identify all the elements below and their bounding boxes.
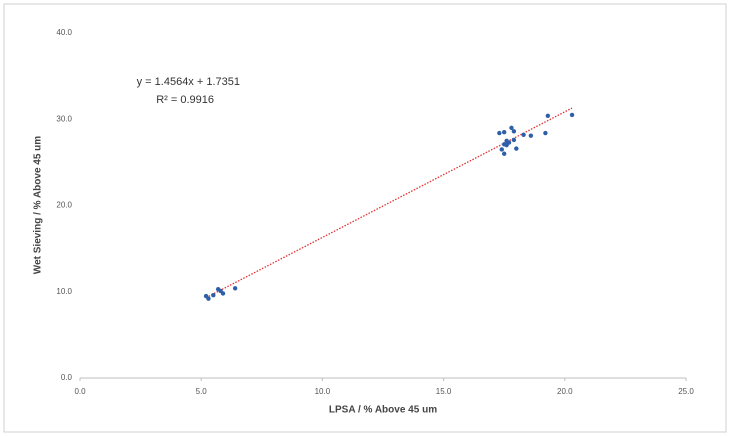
x-tick-label: 25.0 (678, 387, 694, 396)
trendline-r-squared: R² = 0.9916 (156, 94, 214, 106)
trendline-equation: y = 1.4564x + 1.7351 (137, 76, 240, 88)
y-tick-label: 10.0 (56, 287, 72, 296)
point (511, 129, 517, 134)
point (206, 296, 211, 301)
point (497, 130, 502, 136)
y-tick-label: 20.0 (56, 201, 72, 210)
y-tick-label: 0.0 (61, 373, 73, 382)
x-axis-title: LPSA / % Above 45 um (329, 405, 437, 416)
point (514, 146, 519, 151)
point (545, 113, 551, 119)
point (499, 147, 504, 152)
point (220, 291, 226, 296)
point (502, 129, 507, 135)
point (543, 130, 548, 136)
x-tick-label: 10.0 (315, 387, 331, 396)
point (511, 137, 517, 143)
x-tick-label: 5.0 (196, 387, 208, 396)
point (232, 286, 238, 291)
point (521, 132, 526, 137)
point (528, 133, 534, 138)
point (211, 293, 216, 298)
chart-border (3, 3, 727, 433)
point (504, 138, 509, 144)
point (509, 125, 514, 131)
point (502, 142, 507, 147)
y-axis-title: Wet Sieving / % Above 45 um (33, 136, 44, 274)
x-tick-label: 0.0 (74, 387, 86, 396)
x-tick-label: 20.0 (557, 387, 573, 396)
point (502, 151, 507, 156)
y-tick-label: 40.0 (56, 28, 72, 37)
point (569, 112, 575, 118)
y-tick-label: 30.0 (56, 114, 72, 123)
x-tick-label: 15.0 (436, 387, 452, 396)
